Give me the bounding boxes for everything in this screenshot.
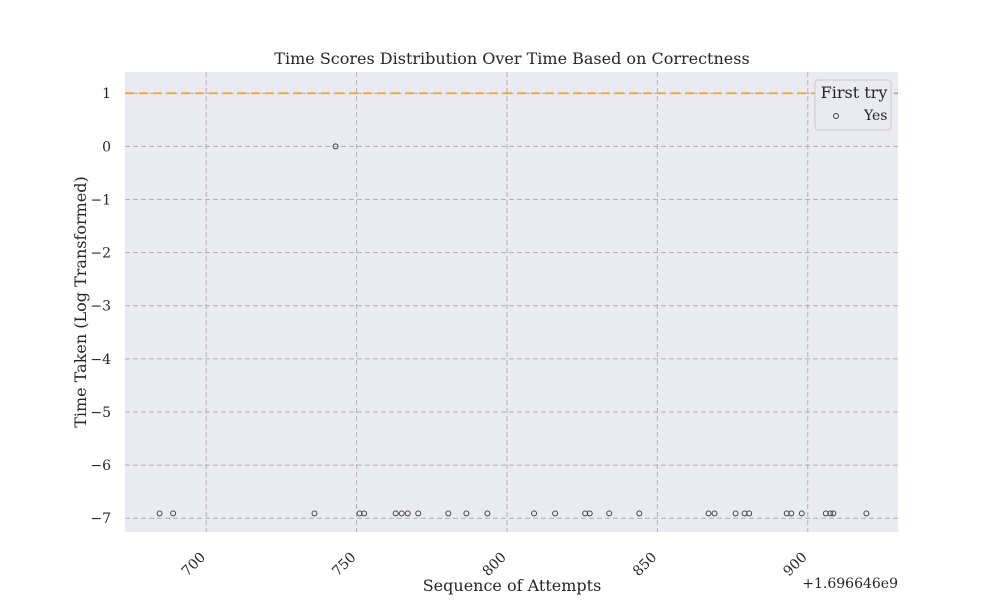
data-point: [463, 510, 470, 517]
legend-marker: [833, 113, 839, 119]
x-tick-label: 850: [630, 550, 660, 580]
y-tick-label: −7: [90, 511, 111, 527]
data-point: [741, 510, 748, 517]
data-point: [398, 510, 405, 517]
chart-title: Time Scores Distribution Over Time Based…: [274, 49, 749, 68]
data-point: [415, 510, 422, 517]
y-axis-ticks: 1 0 −1 −2 −3 −4 −5 −6 −7: [90, 86, 111, 527]
data-point: [361, 510, 368, 517]
data-point: [332, 143, 339, 150]
data-point: [552, 510, 559, 517]
y-axis-label: Time Taken (Log Transformed): [71, 176, 90, 428]
y-tick-label: −5: [90, 405, 111, 421]
y-tick-label: −2: [90, 246, 111, 262]
y-tick-label: −1: [90, 192, 111, 208]
legend: First try Yes: [814, 79, 892, 131]
data-point: [636, 510, 643, 517]
data-point: [392, 510, 399, 517]
y-tick-label: −3: [90, 299, 111, 315]
data-point: [156, 510, 163, 517]
data-point: [827, 510, 834, 517]
data-point: [798, 510, 805, 517]
data-point: [445, 510, 452, 517]
y-tick-label: 0: [102, 139, 111, 155]
data-point: [586, 510, 593, 517]
data-point: [746, 510, 753, 517]
legend-label-yes: Yes: [863, 108, 888, 124]
x-axis-offset-label: +1.696646e9: [802, 576, 898, 592]
data-point: [830, 510, 837, 517]
data-point: [606, 510, 613, 517]
data-point: [582, 510, 589, 517]
data-point: [788, 510, 795, 517]
y-tick-label: −6: [90, 458, 111, 474]
grid-lines: [125, 72, 898, 532]
x-tick-label: 750: [329, 550, 359, 580]
x-axis-label: Sequence of Attempts: [423, 576, 602, 595]
y-tick-label: 1: [102, 86, 111, 102]
data-point: [311, 510, 318, 517]
data-point: [531, 510, 538, 517]
data-points: [156, 143, 870, 517]
y-tick-label: −4: [90, 352, 111, 368]
data-point: [356, 510, 363, 517]
plot-area: [125, 72, 898, 532]
data-point: [732, 510, 739, 517]
data-point: [783, 510, 790, 517]
x-tick-label: 700: [179, 550, 209, 580]
data-point: [863, 510, 870, 517]
data-point: [822, 510, 829, 517]
legend-title: First try: [821, 83, 888, 102]
data-point: [170, 510, 177, 517]
data-point: [404, 510, 411, 517]
data-point: [484, 510, 491, 517]
data-point: [711, 510, 718, 517]
data-point: [705, 510, 712, 517]
